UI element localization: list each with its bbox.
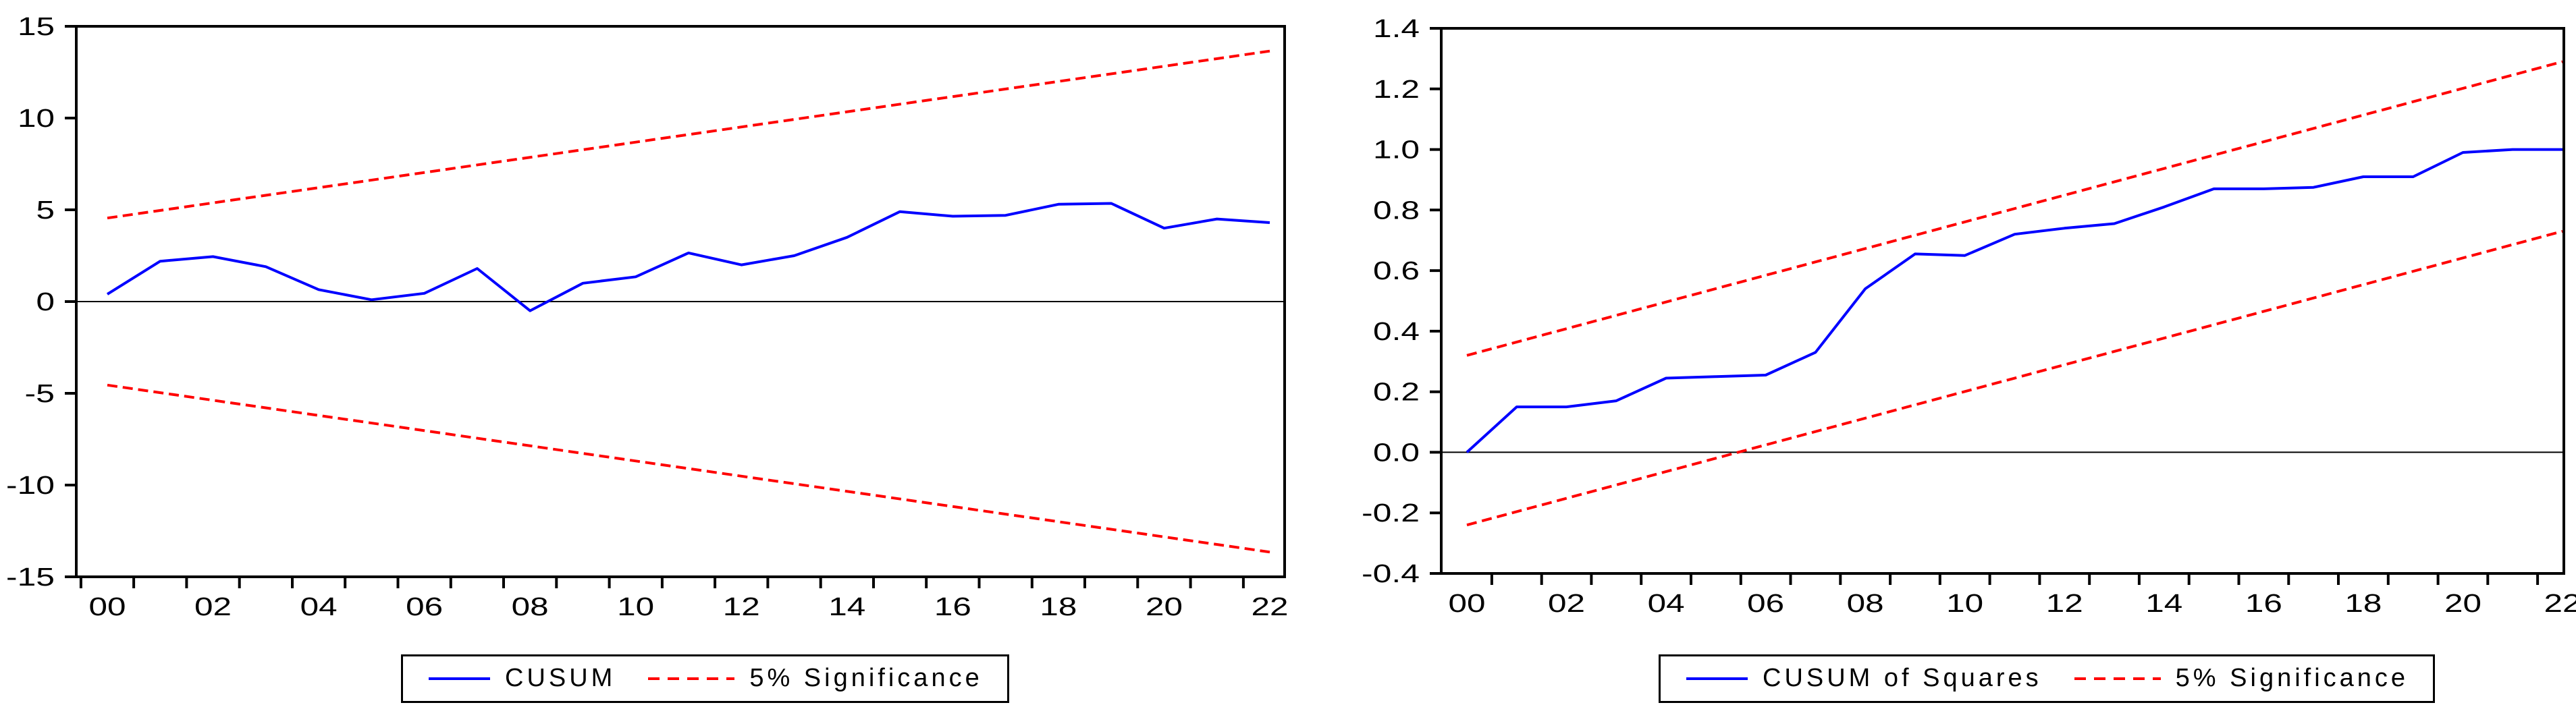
cusum-of-squares-x-tick-label: 22: [2544, 590, 2576, 618]
cusum-x-tick-label: 00: [89, 593, 126, 621]
cusum-of-squares-y-tick-label: 0.2: [1373, 378, 1420, 407]
significance-sq-line-sample-icon: [2074, 677, 2161, 680]
cusum-of-squares-x-tick-label: 20: [2444, 590, 2481, 618]
cusum-of-squares-y-tick-label: -0.4: [1362, 560, 1420, 588]
cusum-of-squares-y-tick-label: 0.6: [1373, 257, 1420, 285]
cusum-of-squares-y-tick-label: 0.0: [1373, 439, 1420, 467]
cusum-x-tick-label: 06: [406, 593, 443, 621]
cusum-of-squares-5-significance-lower-bound-line: [1466, 229, 2563, 527]
cusum-y-tick-label: -10: [6, 472, 55, 500]
cusum-of-squares-line-sample-icon: [1686, 677, 1748, 680]
cusum-y-tick-label: -15: [6, 563, 55, 592]
legend-item-significance: 5% Significance: [647, 664, 983, 692]
cusum-of-squares-y-tick-label: -0.2: [1362, 499, 1420, 528]
legend-item-cusum-of-squares: CUSUM of Squares: [1685, 664, 2042, 692]
cusum-x-tick-label: 04: [300, 593, 338, 621]
cusum-x-tick-label: 16: [934, 593, 971, 621]
cusum-of-squares-x-tick-label: 16: [2245, 590, 2282, 618]
significance-sq-legend-label: 5% Significance: [2175, 664, 2409, 692]
cusum-of-squares-x-tick-label: 14: [2145, 590, 2182, 618]
cusum-of-squares-y-tick-label: 1.4: [1373, 15, 1420, 43]
cusum-of-squares-cusum-of-squares-line: [1466, 148, 2562, 453]
significance-line-sample-icon: [648, 677, 735, 680]
cusum-of-squares-x-tick-label: 04: [1648, 590, 1685, 618]
cusum-y-tick-label: 5: [36, 196, 55, 225]
cusum-of-squares-legend: CUSUM of Squares 5% Significance: [1659, 654, 2436, 703]
legend-item-significance-sq: 5% Significance: [2073, 664, 2409, 692]
cusum-y-tick-label: -5: [25, 380, 55, 408]
cusum-y-tick-label: 0: [36, 288, 55, 316]
cusum-x-tick-label: 20: [1146, 593, 1183, 621]
cusum-of-squares-x-tick-label: 18: [2344, 590, 2382, 618]
cusum-of-squares-x-tick-label: 12: [2046, 590, 2083, 618]
cusum-legend: CUSUM 5% Significance: [401, 654, 1009, 703]
cusum-5-significance-upper-bound-line: [107, 49, 1270, 220]
cusum-x-tick-label: 02: [194, 593, 232, 621]
cusum-x-tick-label: 18: [1040, 593, 1077, 621]
cusum-legend-label: CUSUM: [505, 664, 616, 692]
cusum-of-squares-x-tick-label: 02: [1548, 590, 1585, 618]
cusum-y-tick-label: 10: [18, 105, 55, 133]
cusum-of-squares-x-tick-label: 06: [1747, 590, 1784, 618]
legend-item-cusum: CUSUM: [427, 664, 616, 692]
cusum-of-squares-y-tick-label: 1.0: [1373, 136, 1420, 165]
cusum-of-squares-x-tick-label: 00: [1449, 590, 1486, 618]
cusum-of-squares-y-tick-label: 1.2: [1373, 76, 1420, 104]
cusum-of-squares-legend-label: CUSUM of Squares: [1763, 664, 2042, 692]
cusum-of-squares-y-tick-label: 0.8: [1373, 196, 1420, 225]
cusum-5-significance-lower-bound-line: [107, 383, 1270, 554]
cusum-of-squares-x-tick-label: 10: [1946, 590, 1983, 618]
cusum-of-squares-plot-border: [1440, 27, 2565, 575]
cusum-x-tick-label: 08: [512, 593, 549, 621]
cusum-x-tick-label: 22: [1252, 593, 1289, 621]
cusum-y-tick-label: 15: [18, 13, 55, 41]
cusum-cusum-line: [106, 202, 1270, 312]
cusum-line-sample-icon: [429, 677, 490, 680]
cusum-of-squares-x-tick-label: 08: [1847, 590, 1884, 618]
cusum-x-tick-label: 10: [617, 593, 654, 621]
cusum-x-tick-label: 12: [723, 593, 760, 621]
cusum-of-squares-5-significance-upper-bound-line: [1466, 60, 2563, 357]
cusum-of-squares-y-tick-label: 0.4: [1373, 318, 1420, 346]
significance-legend-label: 5% Significance: [749, 664, 983, 692]
cusum-x-tick-label: 14: [828, 593, 865, 621]
